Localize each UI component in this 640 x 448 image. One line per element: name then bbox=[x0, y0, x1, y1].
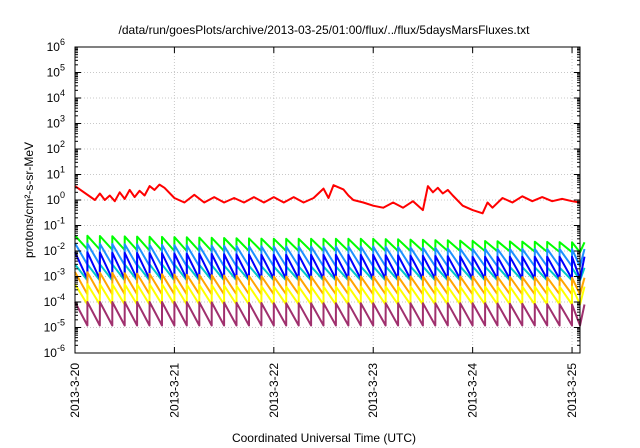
grid bbox=[74, 46, 580, 354]
chart-title: /data/run/goesPlots/archive/2013-03-25/0… bbox=[119, 23, 531, 37]
x-tick-label: 2013-3-23 bbox=[366, 363, 380, 418]
x-tick-label: 2013-3-22 bbox=[267, 363, 281, 418]
series-line-1 bbox=[74, 183, 581, 215]
y-tick-label: 10-4 bbox=[44, 292, 65, 309]
ticks bbox=[74, 46, 580, 354]
series-line-7 bbox=[74, 283, 586, 306]
y-tick-label: 10-5 bbox=[44, 318, 65, 335]
x-tick-label: 2013-3-20 bbox=[68, 363, 82, 418]
y-tick-label: 100 bbox=[47, 190, 65, 207]
y-tick-label: 106 bbox=[47, 37, 65, 54]
series-line-8 bbox=[74, 301, 586, 327]
y-tick-label: 10-2 bbox=[44, 241, 65, 258]
y-tick-labels: 10-6 10-5 10-4 10-3 10-2 10-1 100 101 102 103 104 1… bbox=[44, 37, 65, 360]
y-tick-label: 10-3 bbox=[44, 267, 65, 284]
x-tick-labels: 2013-3-20 2013-3-21 2013-3-22 2013-3-23 2013… bbox=[68, 363, 579, 418]
y-tick-label: 102 bbox=[47, 139, 65, 156]
y-tick-label: 105 bbox=[47, 63, 65, 80]
x-tick-label: 2013-3-25 bbox=[565, 363, 579, 418]
y-tick-label: 104 bbox=[47, 88, 65, 105]
series-layer bbox=[74, 183, 586, 327]
y-tick-label: 10-6 bbox=[44, 343, 65, 360]
y-tick-label: 10-1 bbox=[44, 216, 65, 233]
y-tick-label: 103 bbox=[47, 114, 65, 131]
x-tick-label: 2013-3-24 bbox=[466, 363, 480, 418]
y-axis-label: protons/cm²-s-sr-MeV bbox=[22, 142, 36, 258]
x-axis-label: Coordinated Universal Time (UTC) bbox=[232, 431, 416, 445]
x-tick-label: 2013-3-21 bbox=[167, 363, 181, 418]
y-tick-label: 101 bbox=[47, 165, 65, 182]
